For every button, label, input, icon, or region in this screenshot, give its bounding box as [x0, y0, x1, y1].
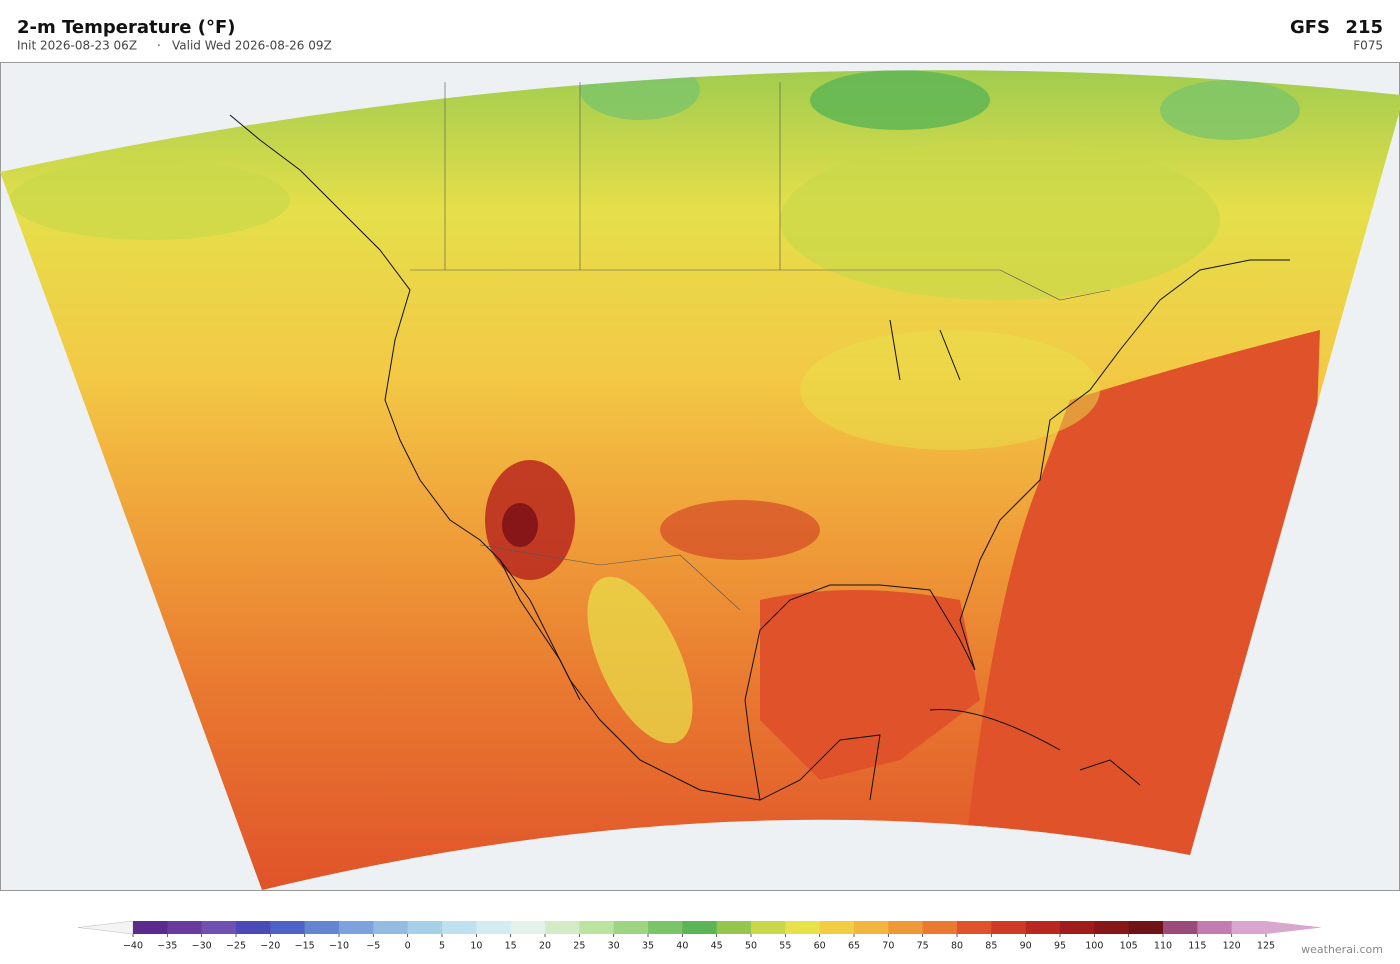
colorbar-bin: [991, 921, 1026, 934]
colorbar-bin: [957, 921, 992, 934]
colorbar-tick-label: 95: [1054, 941, 1066, 952]
map: [0, 62, 1400, 891]
colorbar-tick-label: −40: [123, 941, 143, 952]
colorbar-under: [77, 920, 134, 935]
colorbar-tick-label: 60: [814, 941, 826, 952]
colorbar-bin: [1163, 921, 1198, 934]
init-time: Init 2026-08-23 06Z: [17, 39, 137, 53]
colorbar-bin: [1197, 921, 1232, 934]
forecast-hour: F075: [1353, 39, 1383, 53]
colorbar-bin: [613, 921, 649, 934]
colorbar-tick-label: 50: [745, 941, 757, 952]
colorbar-bin: [854, 921, 889, 934]
colorbar-tick-label: 110: [1154, 941, 1172, 952]
model: GFS: [1290, 17, 1330, 38]
valid-time: Valid Wed 2026-08-26 09Z: [172, 39, 332, 53]
colorbar-bin: [1060, 921, 1095, 934]
colorbar-bin: [751, 921, 786, 934]
colorbar-tick-label: 45: [711, 941, 723, 952]
colorbar-tick-label: −35: [157, 941, 177, 952]
colorbar-bin: [579, 921, 614, 934]
colorbar-tick-label: 125: [1257, 941, 1275, 952]
colorbar-bin: [236, 921, 271, 934]
colorbar-bin: [442, 921, 477, 934]
coastlines: [229, 114, 1290, 801]
colorbar-tick-label: 10: [470, 941, 482, 952]
separator: ·: [157, 39, 161, 53]
colorbar-bin: [201, 921, 237, 934]
colorbar-tick-label: 115: [1188, 941, 1206, 952]
colorbar-bin: [1025, 921, 1061, 934]
colorbar-bin: [888, 921, 923, 934]
colorbar-bin: [1094, 921, 1129, 934]
colorbar-tick-label: −30: [192, 941, 212, 952]
colorbar-tick-label: −10: [329, 941, 349, 952]
colorbar: −40 −35 −30 −25 −20 −15 −10 −5 0 5 10 15 20 25 30 35 40 4…: [77, 920, 1322, 952]
colorbar-over: [1266, 921, 1322, 934]
run: 215: [1345, 17, 1383, 38]
colorbar-tick-label: 55: [779, 941, 791, 952]
colorbar-bin: [339, 921, 374, 934]
colorbar-bin: [716, 921, 752, 934]
colorbar-tick-label: 70: [882, 941, 894, 952]
colorbar-tick-label: 0: [405, 941, 411, 952]
colorbar-tick-label: 30: [608, 941, 620, 952]
colorbar-tick-label: 35: [642, 941, 654, 952]
watermark: weatherai.com: [1301, 943, 1383, 956]
temperature-field: [0, 70, 1400, 890]
colorbar-bin: [1231, 921, 1267, 934]
colorbar-tick-label: −5: [366, 941, 380, 952]
colorbar-tick-label: 105: [1120, 941, 1138, 952]
colorbar-bin: [922, 921, 958, 934]
colorbar-tick-label: −25: [226, 941, 246, 952]
colorbar-bin: [819, 921, 855, 934]
colorbar-bin: [1128, 921, 1164, 934]
colorbar-tick-label: 20: [539, 941, 551, 952]
borders: [410, 82, 1111, 611]
colorbar-tick-label: −15: [295, 941, 315, 952]
colorbar-bin: [167, 921, 202, 934]
colorbar-bin: [476, 921, 511, 934]
colorbar-bin: [545, 921, 580, 934]
colorbar-bin: [682, 921, 717, 934]
colorbar-bin: [304, 921, 340, 934]
colorbar-bin: [133, 921, 168, 934]
title: 2-m Temperature (°F): [17, 17, 236, 38]
colorbar-tick-label: 5: [439, 941, 445, 952]
colorbar-bin: [648, 921, 683, 934]
colorbar-tick-label: 90: [1020, 941, 1032, 952]
colorbar-bin: [373, 921, 408, 934]
colorbar-tick-label: 40: [676, 941, 688, 952]
colorbar-bin: [270, 921, 305, 934]
colorbar-bin: [407, 921, 443, 934]
colorbar-bin: [510, 921, 546, 934]
colorbar-tick-label: 15: [505, 941, 517, 952]
colorbar-tick-label: −20: [260, 941, 280, 952]
colorbar-tick-label: 80: [951, 941, 963, 952]
colorbar-tick-label: 85: [985, 941, 997, 952]
colorbar-tick-label: 100: [1085, 941, 1103, 952]
colorbar-tick-label: 25: [573, 941, 585, 952]
colorbar-tick-label: 75: [917, 941, 929, 952]
colorbar-tick-label: 65: [848, 941, 860, 952]
colorbar-bin: [785, 921, 820, 934]
colorbar-tick-label: 120: [1223, 941, 1241, 952]
